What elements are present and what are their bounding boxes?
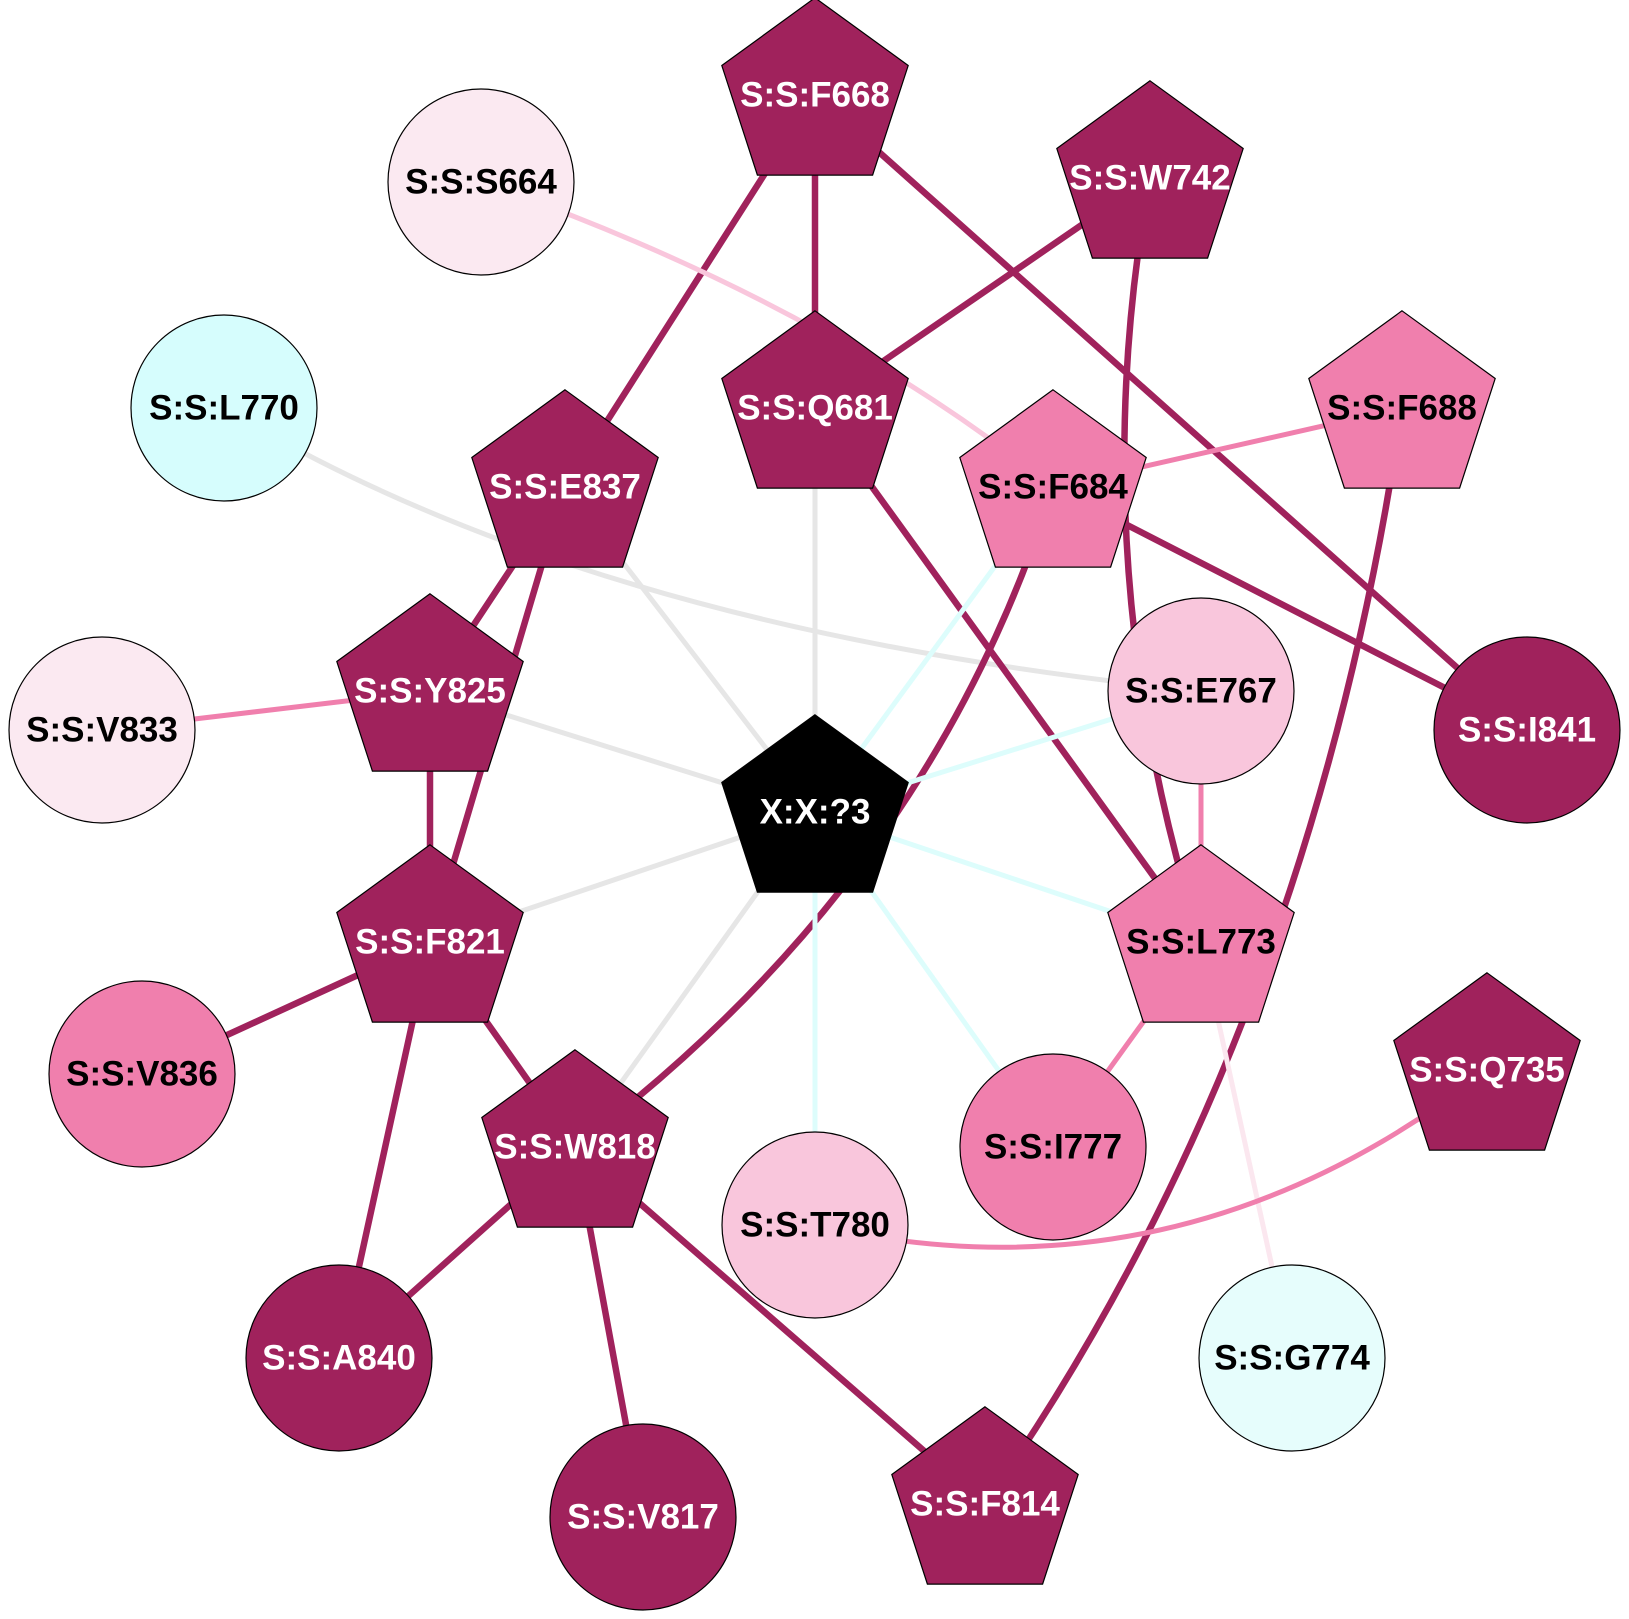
node-shape-pentagon	[959, 389, 1147, 568]
node-shape-pentagon	[336, 593, 524, 772]
node-label: S:S:Q735	[1409, 1051, 1565, 1090]
node-shape-circle	[130, 314, 318, 502]
node-shape-circle	[1198, 1264, 1386, 1452]
node-s-s-a840[interactable]: S:S:A840	[245, 1264, 433, 1452]
node-s-s-q681[interactable]: S:S:Q681	[721, 310, 909, 489]
node-s-s-e767[interactable]: S:S:E767	[1107, 597, 1295, 785]
node-label: S:S:I777	[984, 1128, 1122, 1167]
node-s-s-l770[interactable]: S:S:L770	[130, 314, 318, 502]
node-shape-circle	[721, 1131, 909, 1319]
edge-s-s-s664-to-s-s-f684	[478, 179, 1056, 490]
nodes-layer: X:X:?3 S:S:F668 S:S:S664 S:S:W742 S:S:L770 S:…	[8, 0, 1621, 1611]
node-shape-pentagon	[336, 844, 524, 1023]
node-label: S:S:T780	[740, 1206, 890, 1245]
node-s-s-f814[interactable]: S:S:F814	[891, 1406, 1079, 1585]
node-label: S:S:F684	[978, 468, 1128, 507]
node-label: S:S:V836	[66, 1055, 218, 1094]
node-s-s-f688[interactable]: S:S:F688	[1308, 310, 1496, 489]
node-label: S:S:Q681	[737, 389, 893, 428]
node-s-s-y825[interactable]: S:S:Y825	[336, 593, 524, 772]
node-shape-pentagon	[1107, 844, 1295, 1023]
node-s-s-g774[interactable]: S:S:G774	[1198, 1264, 1386, 1452]
node-label: S:S:W818	[494, 1128, 655, 1167]
node-label: S:S:A840	[262, 1339, 416, 1378]
node-s-s-q735[interactable]: S:S:Q735	[1393, 972, 1581, 1151]
node-shape-circle	[8, 636, 196, 824]
node-s-s-e837[interactable]: S:S:E837	[471, 389, 659, 568]
node-shape-circle	[959, 1053, 1147, 1241]
node-shape-pentagon	[1056, 80, 1244, 259]
node-s-s-f668[interactable]: S:S:F668	[721, 0, 909, 176]
node-label: S:S:V833	[26, 711, 178, 750]
node-label: S:S:S664	[405, 163, 557, 202]
node-shape-pentagon	[891, 1406, 1079, 1585]
node-shape-circle	[387, 88, 575, 276]
node-s-s-v817[interactable]: S:S:V817	[549, 1423, 737, 1611]
node-label: S:S:E767	[1125, 672, 1277, 711]
node-s-s-t780[interactable]: S:S:T780	[721, 1131, 909, 1319]
node-label: S:S:F688	[1327, 389, 1477, 428]
node-x-x-3[interactable]: X:X:?3	[721, 714, 909, 893]
node-s-s-f821[interactable]: S:S:F821	[336, 844, 524, 1023]
node-label: S:S:Y825	[354, 672, 506, 711]
edge-s-s-q681-to-s-s-l773	[811, 404, 1205, 946]
node-s-s-i777[interactable]: S:S:I777	[959, 1053, 1147, 1241]
node-label: S:S:W742	[1069, 159, 1230, 198]
node-shape-pentagon	[1308, 310, 1496, 489]
node-shape-pentagon	[721, 310, 909, 489]
node-s-s-w818[interactable]: S:S:W818	[481, 1049, 669, 1228]
node-label: S:S:G774	[1214, 1339, 1370, 1378]
node-label: S:S:L773	[1126, 923, 1276, 962]
node-s-s-l773[interactable]: S:S:L773	[1107, 844, 1295, 1023]
node-s-s-s664[interactable]: S:S:S664	[387, 88, 575, 276]
edge-s-s-w742-to-s-s-l773	[1121, 174, 1205, 946]
node-s-s-i841[interactable]: S:S:I841	[1433, 636, 1621, 824]
node-label: S:S:F668	[740, 76, 890, 115]
edge-s-s-l770-to-s-s-e767	[221, 405, 1204, 694]
node-shape-circle	[245, 1264, 433, 1452]
node-shape-pentagon	[481, 1049, 669, 1228]
node-s-s-v836[interactable]: S:S:V836	[48, 980, 236, 1168]
node-shape-circle	[549, 1423, 737, 1611]
edge-s-s-w818-to-s-s-f814	[571, 1143, 989, 1508]
node-s-s-v833[interactable]: S:S:V833	[8, 636, 196, 824]
node-shape-pentagon	[471, 389, 659, 568]
node-shape-circle	[48, 980, 236, 1168]
node-label: S:S:E837	[489, 468, 641, 507]
node-label: S:S:F821	[355, 923, 505, 962]
node-shape-circle	[1433, 636, 1621, 824]
node-shape-circle	[1107, 597, 1295, 785]
node-label: S:S:L770	[149, 389, 299, 428]
edge-s-s-f668-to-s-s-i841	[811, 91, 1531, 734]
node-s-s-w742[interactable]: S:S:W742	[1056, 80, 1244, 259]
node-label: X:X:?3	[760, 793, 871, 832]
node-label: S:S:I841	[1458, 711, 1596, 750]
node-shape-pentagon	[721, 0, 909, 176]
edge-s-s-q735-to-s-s-t780	[812, 1067, 1490, 1250]
node-label: S:S:F814	[910, 1485, 1060, 1524]
node-label: S:S:V817	[567, 1498, 719, 1537]
node-shape-pentagon	[1393, 972, 1581, 1151]
node-shape-pentagon	[721, 714, 909, 893]
node-s-s-f684[interactable]: S:S:F684	[959, 389, 1147, 568]
